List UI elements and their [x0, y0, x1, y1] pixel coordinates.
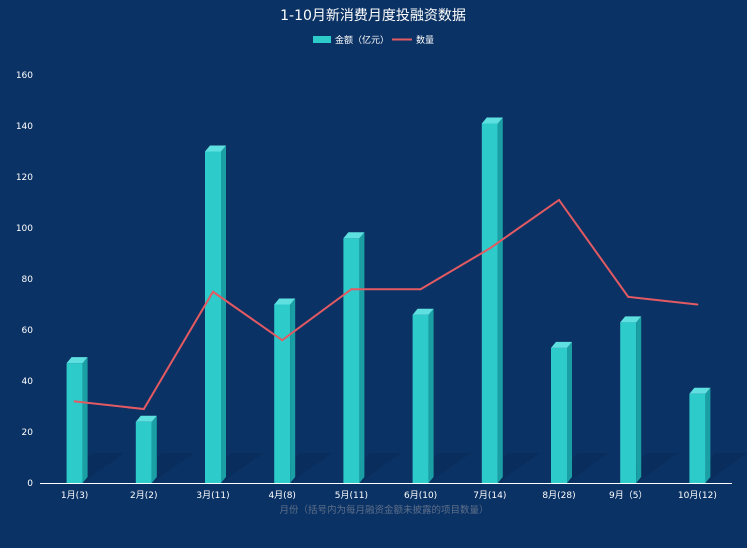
- x-tick-label: 1月(3): [61, 490, 88, 501]
- bar-side: [359, 232, 365, 483]
- line-point[interactable]: [558, 198, 560, 201]
- bar[interactable]: [689, 387, 711, 483]
- y-tick-label: 20: [22, 428, 34, 438]
- x-tick-label: 5月(11): [335, 490, 368, 501]
- line-point[interactable]: [627, 295, 630, 298]
- line-point[interactable]: [73, 400, 76, 403]
- bar-side: [567, 341, 572, 483]
- legend-label-count: 数量: [416, 34, 434, 46]
- y-tick-label: 40: [22, 377, 34, 387]
- legend-swatch-amount: [313, 36, 331, 43]
- line-point[interactable]: [696, 303, 699, 306]
- x-axis-title: 月份（括号内为每月融资金额未披露的项目数量）: [279, 504, 488, 516]
- x-tick-label: 8月(28): [542, 490, 575, 501]
- bar-top: [481, 117, 503, 124]
- bar-top: [135, 415, 157, 422]
- bar-top: [274, 298, 296, 305]
- y-tick-label: 0: [27, 479, 33, 489]
- bar-front: [205, 151, 221, 483]
- bar[interactable]: [481, 117, 503, 483]
- bar-front: [274, 304, 291, 483]
- x-tick-label: 4月(8): [268, 490, 295, 501]
- bar-front: [412, 314, 429, 483]
- y-tick-label: 60: [22, 326, 34, 336]
- bar[interactable]: [343, 232, 365, 483]
- bar[interactable]: [412, 308, 434, 483]
- bar-side: [82, 357, 88, 483]
- y-tick-label: 140: [16, 122, 33, 132]
- chart-title: 1-10月新消费月度投融资数据: [280, 8, 466, 24]
- line-point[interactable]: [350, 288, 353, 291]
- x-tick-label: 9月（5）: [609, 490, 647, 501]
- line-point[interactable]: [212, 290, 214, 293]
- x-tick-label: 3月(11): [196, 490, 229, 501]
- bar-front: [620, 322, 637, 483]
- count-line[interactable]: [74, 198, 698, 411]
- bar-side: [497, 117, 503, 483]
- bar-top: [551, 341, 572, 348]
- line-point[interactable]: [142, 408, 145, 411]
- bar[interactable]: [205, 145, 226, 484]
- bar-side: [428, 308, 434, 483]
- legend-item-amount[interactable]: 金额（亿元）: [313, 34, 389, 46]
- bar-top: [689, 387, 711, 394]
- bar[interactable]: [551, 341, 572, 483]
- line-point[interactable]: [419, 288, 422, 291]
- legend[interactable]: 金额（亿元） 数量: [313, 34, 434, 46]
- y-tick-label: 80: [22, 275, 34, 285]
- bar-top: [66, 357, 88, 364]
- bar-front: [343, 238, 360, 483]
- bar-shadows: [66, 453, 747, 483]
- legend-item-count[interactable]: 数量: [392, 34, 434, 46]
- y-tick-label: 120: [16, 173, 33, 183]
- axes: 0 20 40 60 80 100 120 140 160 1月(3) 2月(2) 3月(11) 4月(…: [16, 71, 732, 501]
- x-tick-label: 7月(14): [473, 490, 506, 501]
- bar[interactable]: [135, 415, 157, 483]
- y-tick-label: 160: [16, 71, 33, 81]
- bar-front: [481, 123, 498, 483]
- bar-top: [343, 232, 365, 239]
- legend-label-amount: 金额（亿元）: [335, 34, 389, 46]
- bar[interactable]: [66, 357, 88, 483]
- bar-top: [205, 145, 226, 152]
- x-tick-label: 2月(2): [130, 490, 157, 501]
- bar-side: [221, 145, 226, 483]
- y-tick-label: 100: [16, 224, 33, 234]
- bar-side: [705, 387, 711, 483]
- line-point[interactable]: [281, 339, 284, 342]
- bar[interactable]: [274, 298, 296, 484]
- line-point[interactable]: [488, 247, 491, 250]
- bar-side: [636, 316, 642, 483]
- bar-front: [66, 363, 83, 483]
- bars: [66, 117, 711, 484]
- bar-side: [151, 415, 157, 483]
- bar-front: [689, 393, 706, 483]
- bar-front: [135, 421, 152, 483]
- bar-side: [290, 298, 296, 483]
- bar[interactable]: [620, 316, 642, 483]
- x-tick-label: 10月(12): [678, 490, 717, 501]
- bar-top: [620, 316, 642, 323]
- bar-front: [551, 347, 567, 483]
- x-tick-label: 6月(10): [404, 490, 437, 501]
- line-series: [73, 198, 699, 411]
- bar-top: [412, 308, 434, 315]
